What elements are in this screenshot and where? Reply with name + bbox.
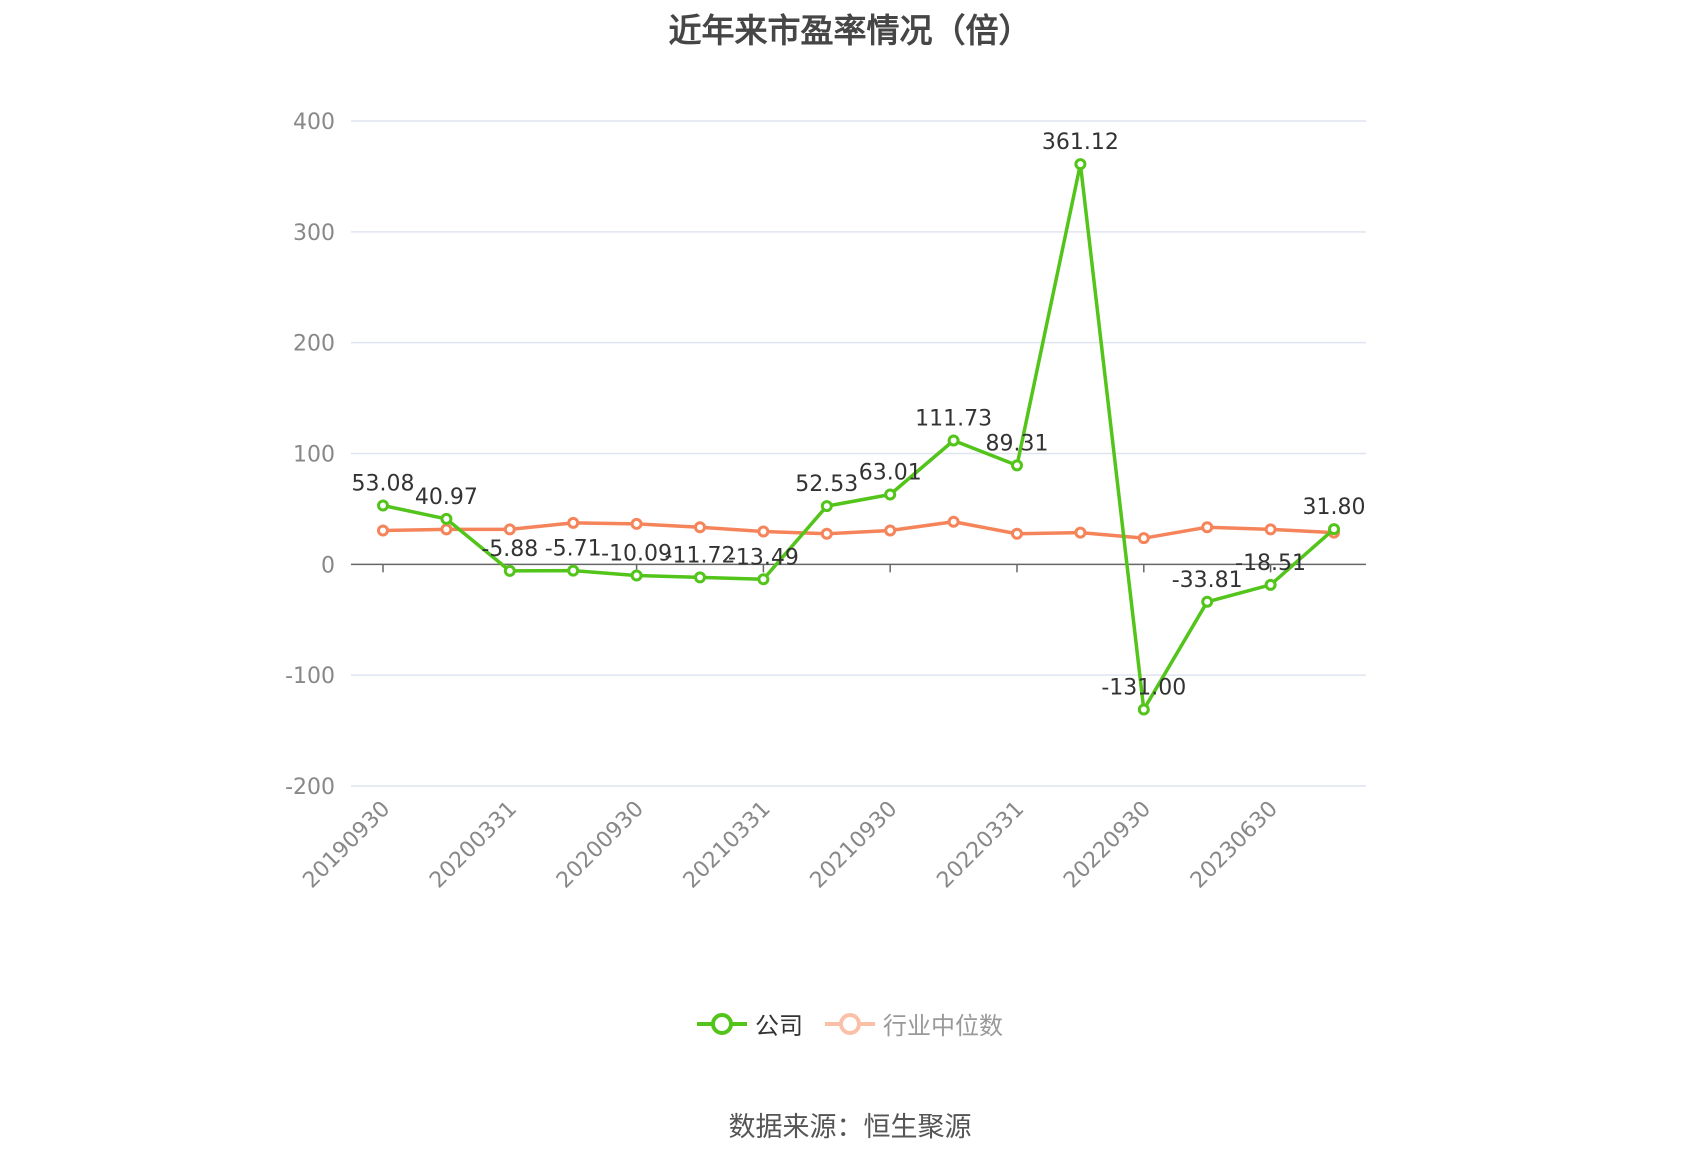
data-point xyxy=(440,523,453,536)
chart-title: 近年来市盈率情况（倍） xyxy=(668,11,1032,50)
data-point xyxy=(503,564,516,577)
data-point xyxy=(503,523,516,536)
data-point xyxy=(1201,595,1214,608)
y-tick-label: 100 xyxy=(293,443,335,468)
data-point xyxy=(694,571,706,584)
data-label: -5.88 xyxy=(481,537,538,562)
x-tick-label: 20210331 xyxy=(679,797,776,894)
data-point xyxy=(377,524,389,537)
y-tick-label: 400 xyxy=(293,110,335,135)
data-label: -131.00 xyxy=(1101,676,1186,701)
data-point xyxy=(820,527,833,540)
y-tick-label: 200 xyxy=(293,332,335,357)
data-label: 111.73 xyxy=(915,406,992,431)
y-tick-label: 0 xyxy=(321,553,335,578)
data-label: -10.09 xyxy=(601,542,672,567)
legend-item-company[interactable]: 公司 xyxy=(697,1006,803,1041)
data-point xyxy=(884,488,897,501)
y-tick-label: -200 xyxy=(285,775,335,800)
data-point xyxy=(1137,703,1150,716)
line-chart: -200 -100 0 100 200 300 400 20190930 20200331 202… xyxy=(285,110,1366,894)
data-label: 361.12 xyxy=(1042,130,1119,155)
data-point xyxy=(1201,521,1214,534)
data-point xyxy=(757,525,770,538)
data-label: 53.08 xyxy=(352,472,415,497)
data-label: 31.80 xyxy=(1303,495,1366,520)
data-source-note: 数据来源：恒生聚源 xyxy=(728,1112,972,1143)
data-point xyxy=(757,573,770,586)
y-tick-label: -100 xyxy=(285,664,335,689)
series-line xyxy=(382,162,1336,712)
data-point xyxy=(1074,158,1087,171)
data-point xyxy=(1011,527,1023,540)
data-label: 40.97 xyxy=(415,485,478,510)
data-point xyxy=(1264,523,1277,536)
data-label: -18.51 xyxy=(1235,551,1306,576)
x-tick-label: 20220331 xyxy=(932,797,1029,894)
data-point xyxy=(694,521,706,534)
x-tick-label: 20210930 xyxy=(806,797,903,894)
data-point xyxy=(820,500,833,513)
data-point xyxy=(1137,532,1150,545)
legend-label: 公司 xyxy=(755,1012,803,1040)
data-label: 52.53 xyxy=(795,472,858,497)
data-label: -13.49 xyxy=(728,545,799,570)
data-label: 63.01 xyxy=(859,460,922,485)
data-point xyxy=(630,517,643,530)
x-tick-label: 20220930 xyxy=(1059,797,1156,894)
legend-item-industry-median[interactable]: 行业中位数 xyxy=(825,1006,1003,1041)
data-point xyxy=(1264,578,1277,591)
x-tick-label: 20230630 xyxy=(1186,797,1283,894)
data-point xyxy=(567,564,580,577)
y-tick-label: 300 xyxy=(293,221,335,246)
legend: 公司 行业中位数 xyxy=(0,1006,1700,1041)
data-point xyxy=(1074,526,1087,539)
data-label: 89.31 xyxy=(986,431,1049,456)
legend-label: 行业中位数 xyxy=(883,1012,1003,1040)
data-point xyxy=(1328,523,1340,536)
data-point xyxy=(1011,459,1023,472)
x-tick-label: 20200930 xyxy=(552,797,649,894)
data-label: -11.72 xyxy=(665,543,736,568)
legend-line-marker-icon xyxy=(825,1012,875,1035)
data-point xyxy=(947,434,960,447)
data-point xyxy=(630,569,643,582)
data-point xyxy=(884,524,897,537)
data-point xyxy=(567,516,580,529)
data-point xyxy=(947,515,960,528)
x-tick-label: 20190930 xyxy=(298,797,395,894)
legend-line-marker-icon xyxy=(697,1012,747,1035)
data-point xyxy=(377,499,389,512)
data-label: -5.71 xyxy=(545,537,602,562)
series-line xyxy=(382,520,1335,540)
data-label: -33.81 xyxy=(1172,568,1243,593)
x-tick-label: 20200331 xyxy=(425,797,522,894)
data-point xyxy=(440,512,453,525)
